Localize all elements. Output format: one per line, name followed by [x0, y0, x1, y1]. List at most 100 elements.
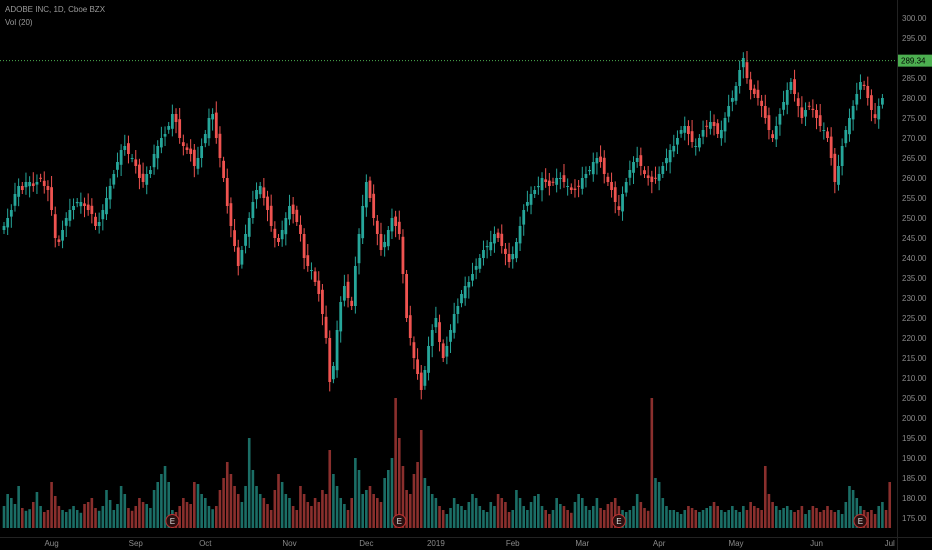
candle-body: [613, 187, 617, 202]
volume-bar: [555, 498, 558, 528]
volume-bar: [350, 498, 353, 528]
volume-bar: [262, 498, 266, 528]
volume-bar: [632, 506, 635, 528]
candle-body: [342, 286, 346, 301]
candle-body: [533, 190, 537, 194]
candle-body: [192, 149, 196, 166]
volume-bar: [247, 438, 251, 528]
candle-body: [138, 164, 141, 178]
candle-body: [94, 216, 97, 226]
volume-bar: [6, 494, 9, 528]
volume-bar: [482, 510, 485, 528]
price-tick-label: 175.00: [902, 514, 927, 523]
candle-body: [632, 162, 635, 173]
volume-bar: [214, 506, 218, 528]
earnings-marker[interactable]: [392, 514, 407, 528]
earnings-marker[interactable]: [165, 514, 180, 528]
volume-bar: [2, 506, 6, 528]
candle-body: [269, 205, 273, 226]
candle-body: [602, 157, 606, 174]
volume-bar: [141, 502, 145, 528]
candle-body: [255, 190, 258, 200]
volume-bar: [419, 430, 423, 528]
volume-bar: [233, 486, 236, 528]
earnings-marker[interactable]: [611, 514, 626, 528]
volume-bar: [580, 498, 584, 528]
candle-body: [273, 228, 277, 238]
candle-body: [595, 158, 599, 164]
candle-body: [796, 98, 800, 106]
candle-body: [507, 254, 511, 262]
volume-bar: [566, 510, 569, 528]
volume-bar: [193, 482, 196, 528]
volume-bar: [430, 494, 434, 528]
candle-body: [474, 266, 478, 270]
volume-bar: [189, 504, 192, 528]
candle-body: [288, 206, 291, 220]
candle-body: [789, 82, 793, 90]
candle-body: [335, 330, 339, 371]
candle-body: [807, 105, 811, 107]
candle-body: [650, 176, 654, 182]
price-tick-label: 185.00: [902, 474, 927, 483]
candle-body: [679, 130, 683, 134]
chart-title: ADOBE INC, 1D, Cboe BZX: [5, 5, 106, 14]
candle-body: [116, 162, 119, 170]
candle-body: [419, 372, 423, 390]
volume-bar: [346, 510, 350, 528]
candle-body: [639, 155, 643, 166]
volume-bar: [310, 506, 313, 528]
volume-bar: [698, 512, 701, 528]
volume-bar: [460, 506, 463, 528]
candle-body: [866, 86, 870, 98]
volume-bar: [299, 486, 302, 528]
volume-bar: [79, 512, 83, 528]
volume-bar: [533, 496, 536, 528]
volume-bar: [650, 398, 654, 528]
candle-body: [763, 106, 767, 118]
candle-body: [782, 102, 785, 110]
candle-body: [460, 294, 463, 304]
time-tick-label: Feb: [506, 539, 520, 548]
candle-body: [591, 162, 595, 175]
volume-bar: [251, 470, 255, 528]
candle-body: [258, 186, 262, 195]
volume-bar: [31, 502, 35, 528]
volume-bar: [204, 498, 207, 528]
price-tick-label: 210.00: [902, 374, 927, 383]
volume-bar: [72, 506, 75, 528]
price-tick-label: 255.00: [902, 194, 927, 203]
price-tick-label: 195.00: [902, 434, 927, 443]
earnings-marker-label: E: [397, 517, 402, 526]
volume-bar: [284, 494, 288, 528]
volume-bar: [840, 514, 844, 528]
volume-bar: [870, 510, 873, 528]
volume-bar: [42, 512, 46, 528]
candle-body: [848, 118, 851, 135]
candle-body: [826, 131, 829, 138]
time-axis: Aug Sep Oct Nov Dec 2019 Feb Mar Apr May Jun Jul: [44, 539, 895, 548]
candle-body: [708, 122, 712, 129]
candle-body: [386, 230, 390, 247]
candle-body: [438, 322, 441, 342]
volume-bar: [716, 506, 719, 528]
candle-body: [471, 274, 474, 281]
volume-bar: [94, 508, 97, 528]
volume-bar: [119, 486, 123, 528]
volume-bar: [185, 502, 189, 528]
volume-bar: [485, 512, 489, 528]
volume-bar: [848, 486, 851, 528]
volume-bar: [229, 474, 233, 528]
volume-bar: [551, 510, 555, 528]
candle-body: [141, 173, 145, 182]
candle-body: [266, 196, 269, 210]
candle-body: [28, 182, 32, 187]
earnings-marker[interactable]: [853, 514, 868, 528]
volume-bar: [599, 508, 602, 528]
candle-body: [771, 134, 774, 138]
candle-body: [544, 179, 548, 182]
volume-bar: [855, 498, 859, 528]
candle-body: [683, 126, 687, 133]
candle-body: [734, 86, 738, 101]
